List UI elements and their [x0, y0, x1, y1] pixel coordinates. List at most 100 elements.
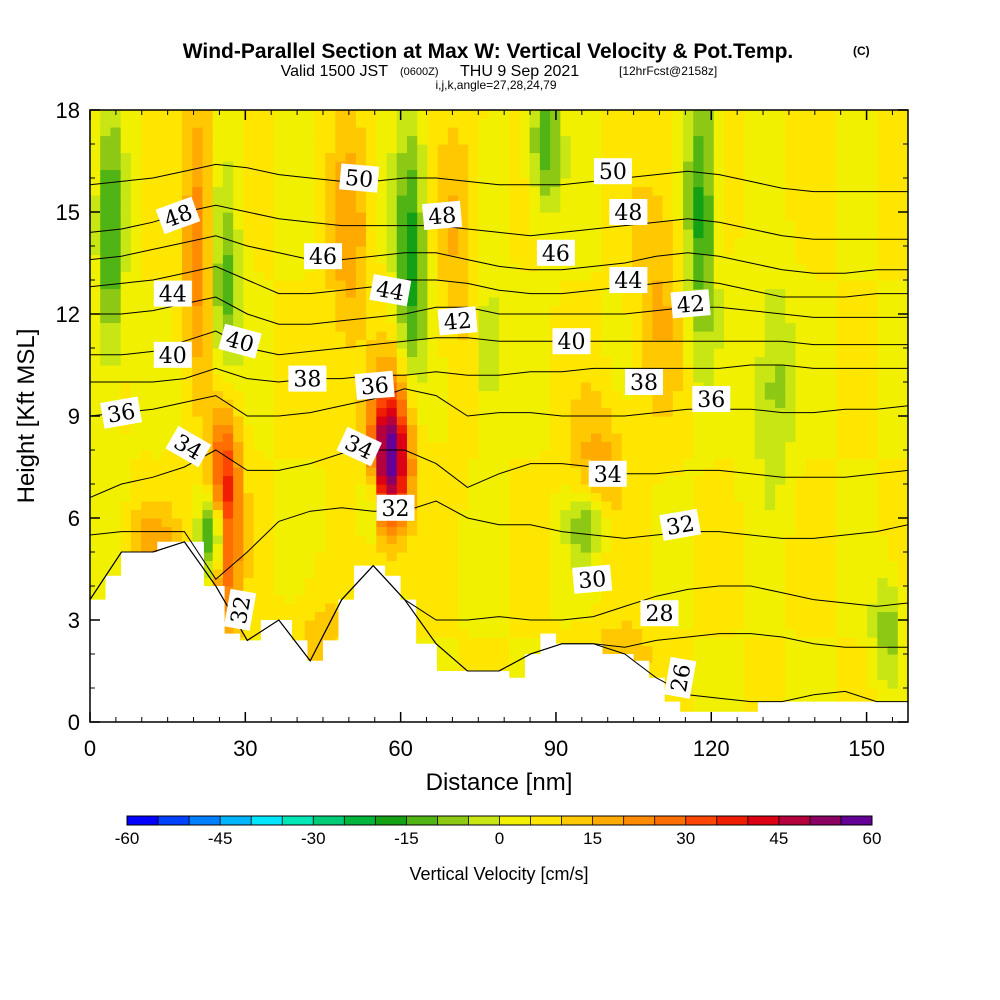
field-cell [458, 348, 469, 358]
field-cell [488, 110, 500, 120]
field-cell [785, 416, 797, 426]
field-cell [703, 679, 715, 689]
field-cell [519, 662, 531, 672]
field-cell [130, 212, 142, 222]
field-cell [396, 356, 408, 366]
field-cell [744, 322, 756, 332]
field-cell [488, 229, 500, 239]
field-cell [529, 237, 541, 247]
field-cell [611, 237, 623, 247]
field-cell [130, 314, 142, 324]
field-cell [243, 433, 255, 443]
field-cell [325, 373, 336, 383]
field-cell [304, 611, 316, 621]
field-cell [130, 127, 142, 137]
field-cell [458, 416, 469, 426]
field-cell [366, 280, 377, 290]
field-cell [437, 382, 449, 392]
field-cell [406, 416, 418, 426]
field-cell [100, 118, 112, 128]
field-cell [642, 492, 653, 502]
field-cell [580, 305, 592, 315]
field-cell [642, 178, 653, 188]
field-cell [314, 611, 326, 621]
field-cell [284, 152, 296, 162]
field-cell [202, 365, 214, 375]
field-cell [110, 161, 122, 171]
field-cell [100, 484, 112, 494]
field-cell [427, 433, 439, 443]
field-cell [304, 186, 316, 196]
field-cell [130, 331, 142, 341]
field-cell [601, 535, 613, 545]
field-cell [713, 322, 725, 332]
field-cell [601, 382, 613, 392]
field-cell [683, 441, 694, 451]
field-cell [192, 535, 204, 545]
field-cell [233, 365, 244, 375]
field-cell [100, 450, 112, 460]
field-cell [672, 475, 684, 485]
field-cell [90, 246, 101, 256]
field-cell [396, 118, 408, 128]
field-cell [785, 407, 797, 417]
field-cell [161, 178, 173, 188]
field-cell [437, 628, 449, 638]
field-cell [683, 356, 694, 366]
field-cell [734, 195, 745, 205]
field-cell [580, 552, 592, 562]
field-cell [437, 348, 449, 358]
field-cell [754, 688, 766, 698]
field-cell [703, 603, 715, 613]
field-cell [202, 416, 214, 426]
field-cell [274, 229, 285, 239]
field-cell [274, 594, 285, 604]
field-cell [355, 348, 367, 358]
field-cell [314, 169, 326, 179]
field-cell [335, 518, 347, 528]
field-cell [120, 543, 132, 553]
field-cell [764, 662, 776, 672]
field-cell [458, 271, 469, 281]
field-cell [294, 484, 306, 494]
field-cell [120, 135, 132, 145]
field-cell [570, 229, 582, 239]
field-cell [509, 118, 521, 128]
field-cell [355, 543, 367, 553]
field-cell [355, 127, 367, 137]
field-cell [90, 220, 101, 230]
field-cell [652, 399, 664, 409]
field-cell [509, 322, 521, 332]
field-cell [693, 127, 705, 137]
field-cell [141, 526, 152, 536]
field-cell [550, 620, 561, 630]
field-cell [243, 484, 255, 494]
field-cell [274, 348, 285, 358]
field-cell [642, 246, 653, 256]
field-cell [693, 365, 705, 375]
field-cell [713, 195, 725, 205]
field-cell [335, 203, 347, 213]
field-cell [458, 433, 469, 443]
field-cell [652, 552, 664, 562]
field-cell [775, 679, 786, 689]
field-cell [693, 688, 705, 698]
field-cell [427, 637, 439, 647]
field-cell [764, 314, 776, 324]
field-cell [560, 416, 572, 426]
field-cell [141, 458, 152, 468]
field-cell [652, 297, 664, 307]
field-cell [325, 186, 336, 196]
field-cell [202, 288, 214, 298]
field-cell [529, 603, 541, 613]
field-cell [734, 407, 745, 417]
field-cell [141, 433, 152, 443]
field-cell [734, 348, 745, 358]
field-cell [427, 178, 439, 188]
field-cell [222, 305, 234, 315]
field-cell [591, 509, 602, 519]
field-cell [192, 110, 204, 120]
field-cell [212, 458, 224, 468]
field-cell [406, 552, 418, 562]
field-cell [366, 518, 377, 528]
